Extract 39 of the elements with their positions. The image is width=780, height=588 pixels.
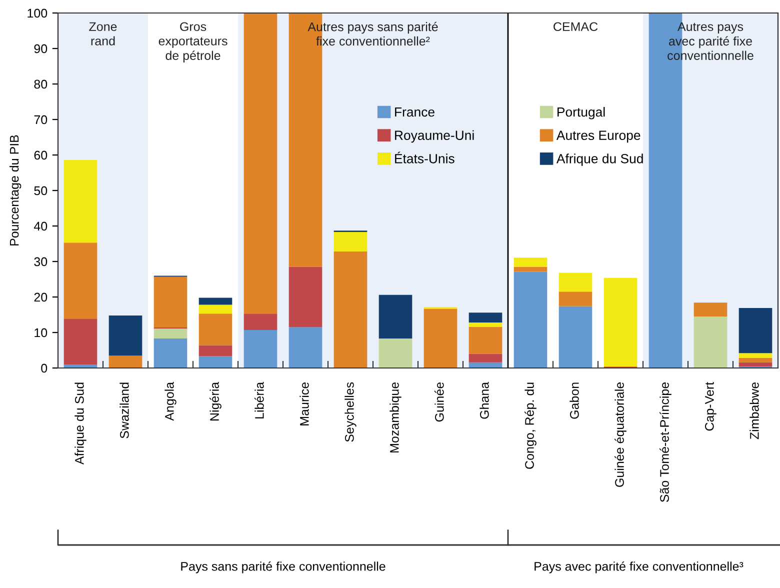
text: Pays sans parité fixe conventionnelle bbox=[181, 561, 386, 574]
y-axis-title: Pourcentage du PIB bbox=[10, 135, 22, 246]
x-tick-label: Afrique du Sud bbox=[74, 382, 86, 465]
legend-label: États-Unis bbox=[395, 152, 454, 164]
y-tick-label: 0 bbox=[41, 364, 48, 373]
y-tick-label: 30 bbox=[34, 257, 48, 266]
legend-label: Portugal bbox=[558, 106, 605, 120]
x-tick-label: Angola bbox=[164, 382, 176, 421]
band-label: Zone rand bbox=[89, 22, 117, 46]
text: Pays avec parité fixe conventionnelle³ bbox=[534, 561, 744, 574]
x-tick-label: Gabon bbox=[570, 382, 579, 419]
y-tick-label: 50 bbox=[34, 186, 48, 196]
x-tick-label: Cap-Vert bbox=[705, 382, 716, 431]
x-tick-label: São Tomé-et-Príncipe bbox=[660, 382, 672, 502]
x-tick-label: Congo, Rép. du bbox=[524, 382, 536, 469]
y-tick-label: 20 bbox=[34, 292, 48, 302]
x-tick-label: Swaziland bbox=[120, 382, 129, 438]
y-tick-label: 70 bbox=[34, 115, 48, 124]
y-tick-label: 60 bbox=[34, 150, 48, 160]
x-tick-label: Guinée bbox=[434, 382, 444, 422]
x-tick-label: Maurice bbox=[300, 382, 309, 426]
y-tick-label: 40 bbox=[34, 222, 48, 231]
y-tick-label: 100 bbox=[28, 8, 48, 18]
x-tick-label: Ghana bbox=[480, 382, 489, 419]
annotation: Gros exportateurs de pétrole bbox=[158, 22, 228, 62]
legend-label: France bbox=[395, 107, 434, 117]
legend-label: Autres Europe bbox=[556, 130, 640, 143]
annotation: CEMAC bbox=[554, 22, 598, 32]
x-tick-label: Nigéria bbox=[210, 382, 222, 420]
y-tick-label: 10 bbox=[34, 328, 48, 338]
legend-label: Royaume-Uni bbox=[395, 130, 474, 143]
y-tick-label: 90 bbox=[34, 44, 48, 54]
y-tick-label: 80 bbox=[34, 80, 48, 89]
x-tick-label: Zimbabwe bbox=[750, 382, 759, 440]
x-tick-label: Guinée équatoriale bbox=[614, 382, 626, 487]
x-tick-label: Mozambique bbox=[390, 382, 402, 452]
x-tick-label: Libéria bbox=[254, 382, 264, 418]
legend-label: Afrique du Sud bbox=[556, 154, 643, 166]
x-tick-label: Seychelles bbox=[344, 382, 356, 442]
